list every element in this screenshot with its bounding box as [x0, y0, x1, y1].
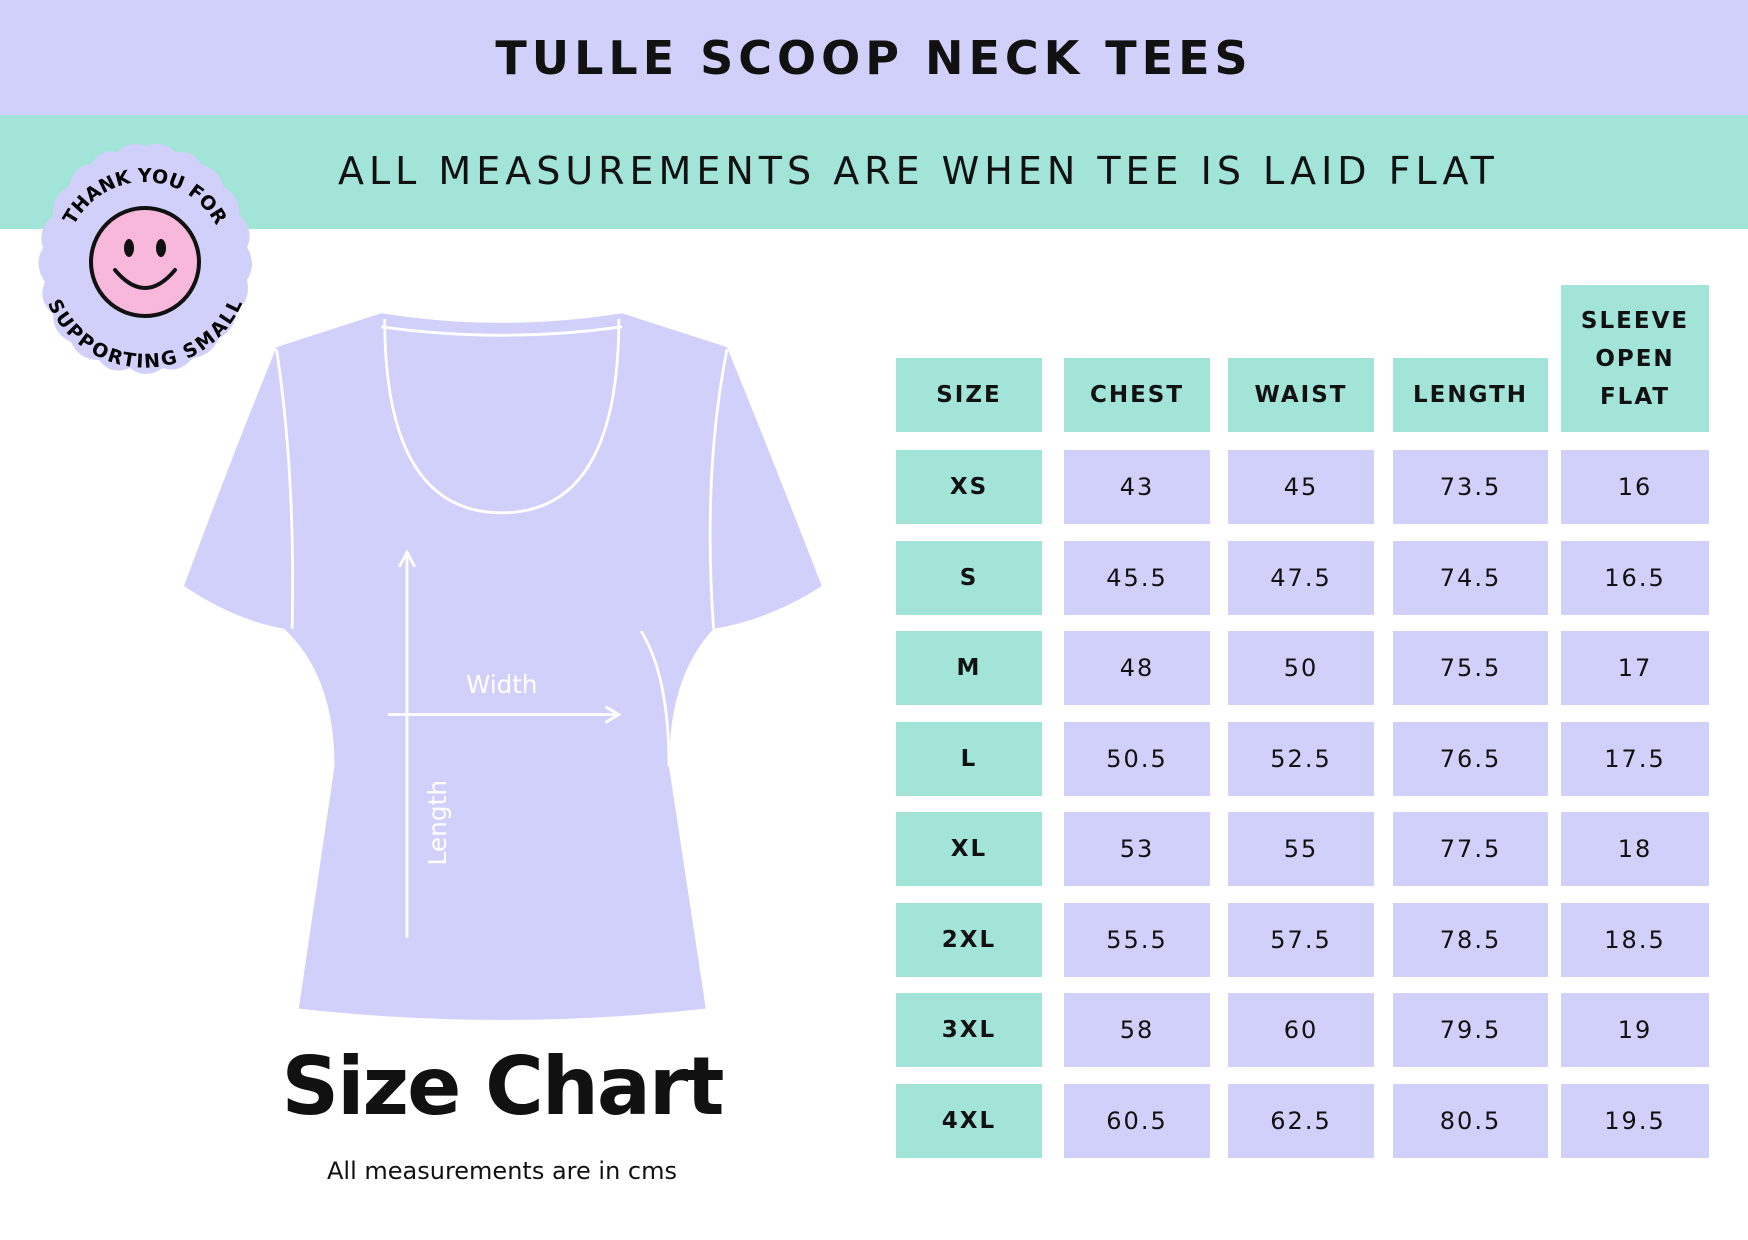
measurement: 55.5 — [1064, 902, 1210, 977]
measurement: 60.5 — [1064, 1083, 1210, 1158]
measurement: 53 — [1064, 812, 1210, 886]
column-header: SIZE — [896, 358, 1042, 432]
size-label: M — [896, 631, 1042, 705]
measurement: 60 — [1228, 993, 1374, 1067]
illustration: Width Length THANK YOU FOR SUPPORTING SM… — [38, 144, 822, 1020]
title-bar: TULLE SCOOP NECK TEES — [0, 0, 1748, 115]
title: TULLE SCOOP NECK TEES — [495, 30, 1253, 85]
measurement: 19 — [1561, 993, 1709, 1067]
measurement: 43 — [1064, 450, 1210, 524]
subtitle-bar: ALL MEASUREMENTS ARE WHEN TEE IS LAID FL… — [0, 115, 1748, 229]
size-chart-title: Size Chart — [281, 1040, 724, 1133]
measurement: 62.5 — [1228, 1083, 1374, 1158]
measurement: 55 — [1228, 812, 1374, 886]
measurement: 58 — [1064, 993, 1210, 1067]
length-label: Length — [423, 780, 452, 866]
measurement: 75.5 — [1393, 631, 1548, 705]
measurement: 45.5 — [1064, 540, 1210, 615]
size-label: XL — [896, 812, 1042, 886]
measurement: 18 — [1561, 812, 1709, 886]
size-label: XS — [896, 450, 1042, 524]
size-label: 3XL — [896, 993, 1042, 1067]
measurement: 18.5 — [1561, 902, 1709, 977]
width-label: Width — [466, 670, 537, 699]
measurement: 80.5 — [1393, 1083, 1548, 1158]
units-note: All measurements are in cms — [327, 1157, 677, 1185]
measurement: 48 — [1064, 631, 1210, 705]
measurement: 52.5 — [1228, 721, 1374, 796]
measurement: 16 — [1561, 450, 1709, 524]
measurement: 77.5 — [1393, 812, 1548, 886]
subtitle: ALL MEASUREMENTS ARE WHEN TEE IS LAID FL… — [338, 149, 1499, 193]
size-label: 2XL — [896, 902, 1042, 977]
badge: THANK YOU FOR SUPPORTING SMALL — [38, 144, 252, 374]
size-label: L — [896, 721, 1042, 796]
measurement: 47.5 — [1228, 540, 1374, 615]
measurement: 45 — [1228, 450, 1374, 524]
size-label: S — [896, 540, 1042, 615]
measurement: 74.5 — [1393, 540, 1548, 615]
measurement: 78.5 — [1393, 902, 1548, 977]
measurement: 17.5 — [1561, 721, 1709, 796]
measurement: 50.5 — [1064, 721, 1210, 796]
tee-shape — [183, 313, 822, 1020]
measurement: 57.5 — [1228, 902, 1374, 977]
measurement: 19.5 — [1561, 1083, 1709, 1158]
measurement: 16.5 — [1561, 540, 1709, 615]
column-header: WAIST — [1228, 358, 1374, 432]
column-header: LENGTH — [1393, 358, 1548, 432]
measurement: 17 — [1561, 631, 1709, 705]
column-header: CHEST — [1064, 358, 1210, 432]
measurement: 73.5 — [1393, 450, 1548, 524]
size-label: 4XL — [896, 1083, 1042, 1158]
measurement: 50 — [1228, 631, 1374, 705]
measurement: 76.5 — [1393, 721, 1548, 796]
column-header: SLEEVE OPEN FLAT — [1561, 285, 1709, 432]
measurement: 79.5 — [1393, 993, 1548, 1067]
